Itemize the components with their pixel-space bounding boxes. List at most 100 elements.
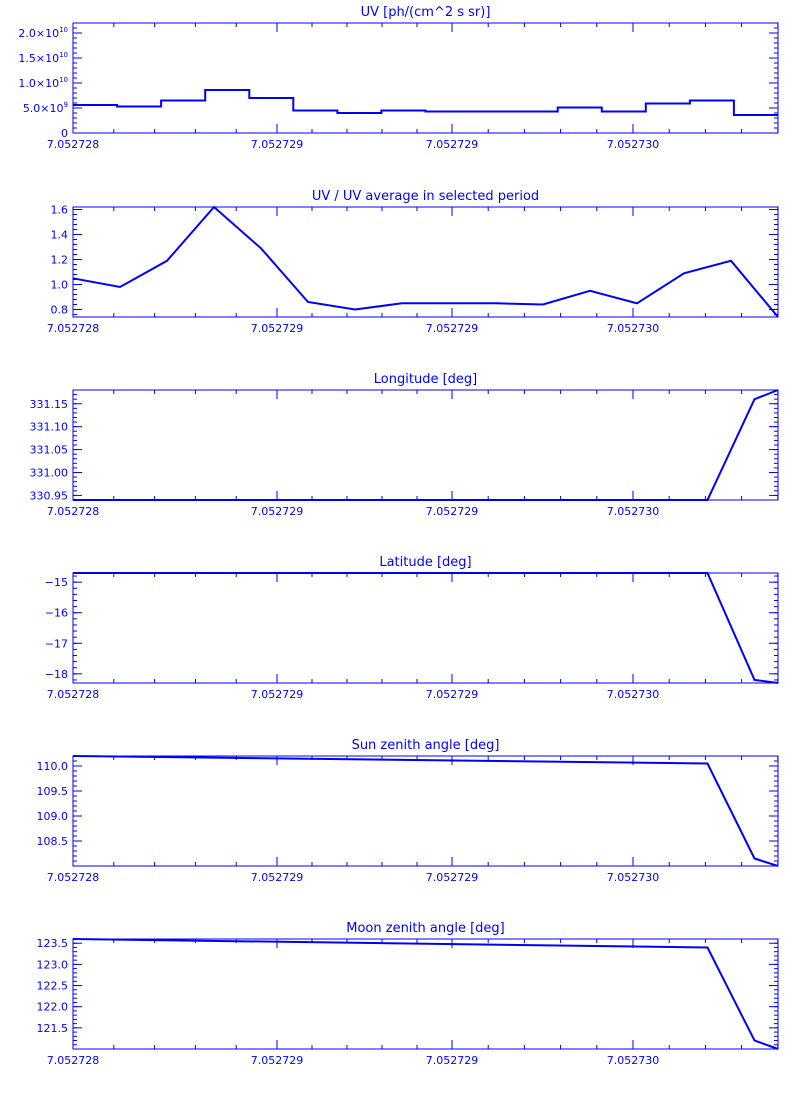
chart-title: Sun zenith angle [deg] (352, 738, 500, 753)
y-tick-label: −18 (45, 668, 68, 681)
y-tick-label-text: 123.0 (37, 958, 69, 971)
x-tick-label: 7.052729 (251, 322, 304, 335)
x-tick-label: 7.052728 (47, 1054, 100, 1067)
y-tick-label-text: 5.0×10 (23, 102, 64, 115)
x-tick-label: 7.052728 (47, 505, 100, 518)
y-tick-label-exponent: 10 (59, 76, 68, 84)
x-tick-label: 7.052729 (426, 688, 479, 701)
y-tick-label-text: 122.5 (37, 980, 69, 993)
x-tick-label: 7.052729 (426, 871, 479, 884)
data-point (307, 301, 309, 303)
data-point (448, 302, 450, 304)
y-tick-label-text: 0.8 (51, 304, 69, 317)
y-tick-label: 331.10 (30, 421, 69, 434)
y-tick-label-exponent: 9 (64, 101, 68, 109)
data-point (358, 112, 360, 114)
y-tick-label-text: 331.15 (30, 398, 69, 411)
series-line (73, 572, 779, 684)
x-tick-label: 7.052730 (607, 871, 660, 884)
y-tick-label: 0 (61, 127, 68, 140)
data-point (226, 89, 228, 91)
y-tick-label-text: 1.0×10 (18, 77, 59, 90)
data-point (166, 260, 168, 262)
y-tick-label: −16 (45, 607, 68, 620)
y-tick-label-exponent: 10 (59, 51, 68, 59)
y-tick-label-text: −16 (45, 607, 68, 620)
y-tick-label-text: 331.05 (30, 444, 69, 457)
data-point (354, 309, 356, 311)
y-tick-label: 122.0 (37, 1001, 69, 1014)
data-point (777, 389, 779, 391)
y-tick-label-text: −18 (45, 668, 68, 681)
data-point (707, 572, 709, 574)
data-point (730, 260, 732, 262)
y-tick-label: 123.0 (37, 958, 69, 971)
chart-title: Latitude [deg] (379, 555, 471, 570)
y-tick-label-text: 108.5 (37, 835, 69, 848)
chart-panel-4: Latitude [deg] −18 −17 −16 −15 7.052728 7.0527… (45, 555, 779, 701)
y-tick-label: 1.2 (51, 254, 69, 267)
series-line (73, 89, 778, 116)
x-tick-label: 7.052730 (607, 1054, 660, 1067)
data-point (707, 763, 709, 765)
plot-frame (72, 389, 779, 501)
y-tick-label: 330.95 (30, 489, 69, 502)
x-tick-label: 7.052729 (251, 138, 304, 151)
chart-panel-1: UV [ph/(cm^2 s sr)]05.0×1091.0×10101.5×1… (18, 5, 779, 151)
data-point (711, 100, 713, 102)
data-point (777, 1048, 779, 1050)
data-point (754, 858, 756, 860)
x-tick-label: 7.052729 (251, 1054, 304, 1067)
data-point (777, 865, 779, 867)
y-tick-label: −15 (45, 576, 68, 589)
y-tick-label: 121.5 (37, 1022, 69, 1035)
x-tick-label: 7.052730 (607, 138, 660, 151)
data-point (683, 272, 685, 274)
y-tick-label: 1.5×1010 (18, 51, 68, 65)
series-line (72, 938, 779, 1050)
data-point (707, 499, 709, 501)
x-tick-label: 7.052729 (426, 322, 479, 335)
y-tick-label: 331.00 (30, 467, 69, 480)
chart-title: Moon zenith angle [deg] (346, 921, 504, 936)
x-tick-label: 7.052729 (251, 688, 304, 701)
y-tick-label-text: 121.5 (37, 1022, 69, 1035)
data-point (579, 107, 581, 109)
data-point (94, 104, 96, 106)
y-tick-label: 5.0×109 (23, 101, 68, 115)
y-tick-label-text: 330.95 (30, 489, 69, 502)
data-point (754, 1040, 756, 1042)
data-point (667, 103, 669, 105)
data-point (777, 682, 779, 684)
chart-panel-5: Sun zenith angle [deg] 108.5 109.0 109.5 110… (37, 738, 779, 884)
data-point (447, 111, 449, 113)
y-tick-label: 109.5 (37, 785, 69, 798)
y-tick-label: 1.6 (51, 204, 69, 217)
x-tick-label: 7.052729 (426, 505, 479, 518)
x-tick-label: 7.052728 (47, 688, 100, 701)
y-tick-label-text: 109.0 (37, 810, 69, 823)
data-point (491, 111, 493, 113)
data-point (314, 110, 316, 112)
x-tick-label: 7.052728 (47, 322, 100, 335)
chart-panel-2: UV / UV average in selected period 0.8 1.0… (47, 189, 779, 335)
series-line (73, 389, 779, 501)
data-point (72, 277, 74, 279)
y-tick-label-text: 1.6 (51, 204, 69, 217)
x-tick-label: 7.052730 (607, 505, 660, 518)
y-tick-label-text: 122.0 (37, 1001, 69, 1014)
data-point (754, 679, 756, 681)
x-tick-label: 7.052729 (426, 138, 479, 151)
y-tick-label: 110.0 (37, 760, 69, 773)
y-tick-label-text: 1.4 (51, 229, 69, 242)
y-tick-label: 123.5 (37, 937, 69, 950)
data-point (270, 97, 272, 99)
y-tick-label-text: −15 (45, 576, 68, 589)
data-point (72, 755, 74, 757)
y-tick-label-text: 110.0 (37, 760, 69, 773)
plot-frame (72, 206, 779, 318)
data-point (623, 111, 625, 113)
data-point (707, 946, 709, 948)
